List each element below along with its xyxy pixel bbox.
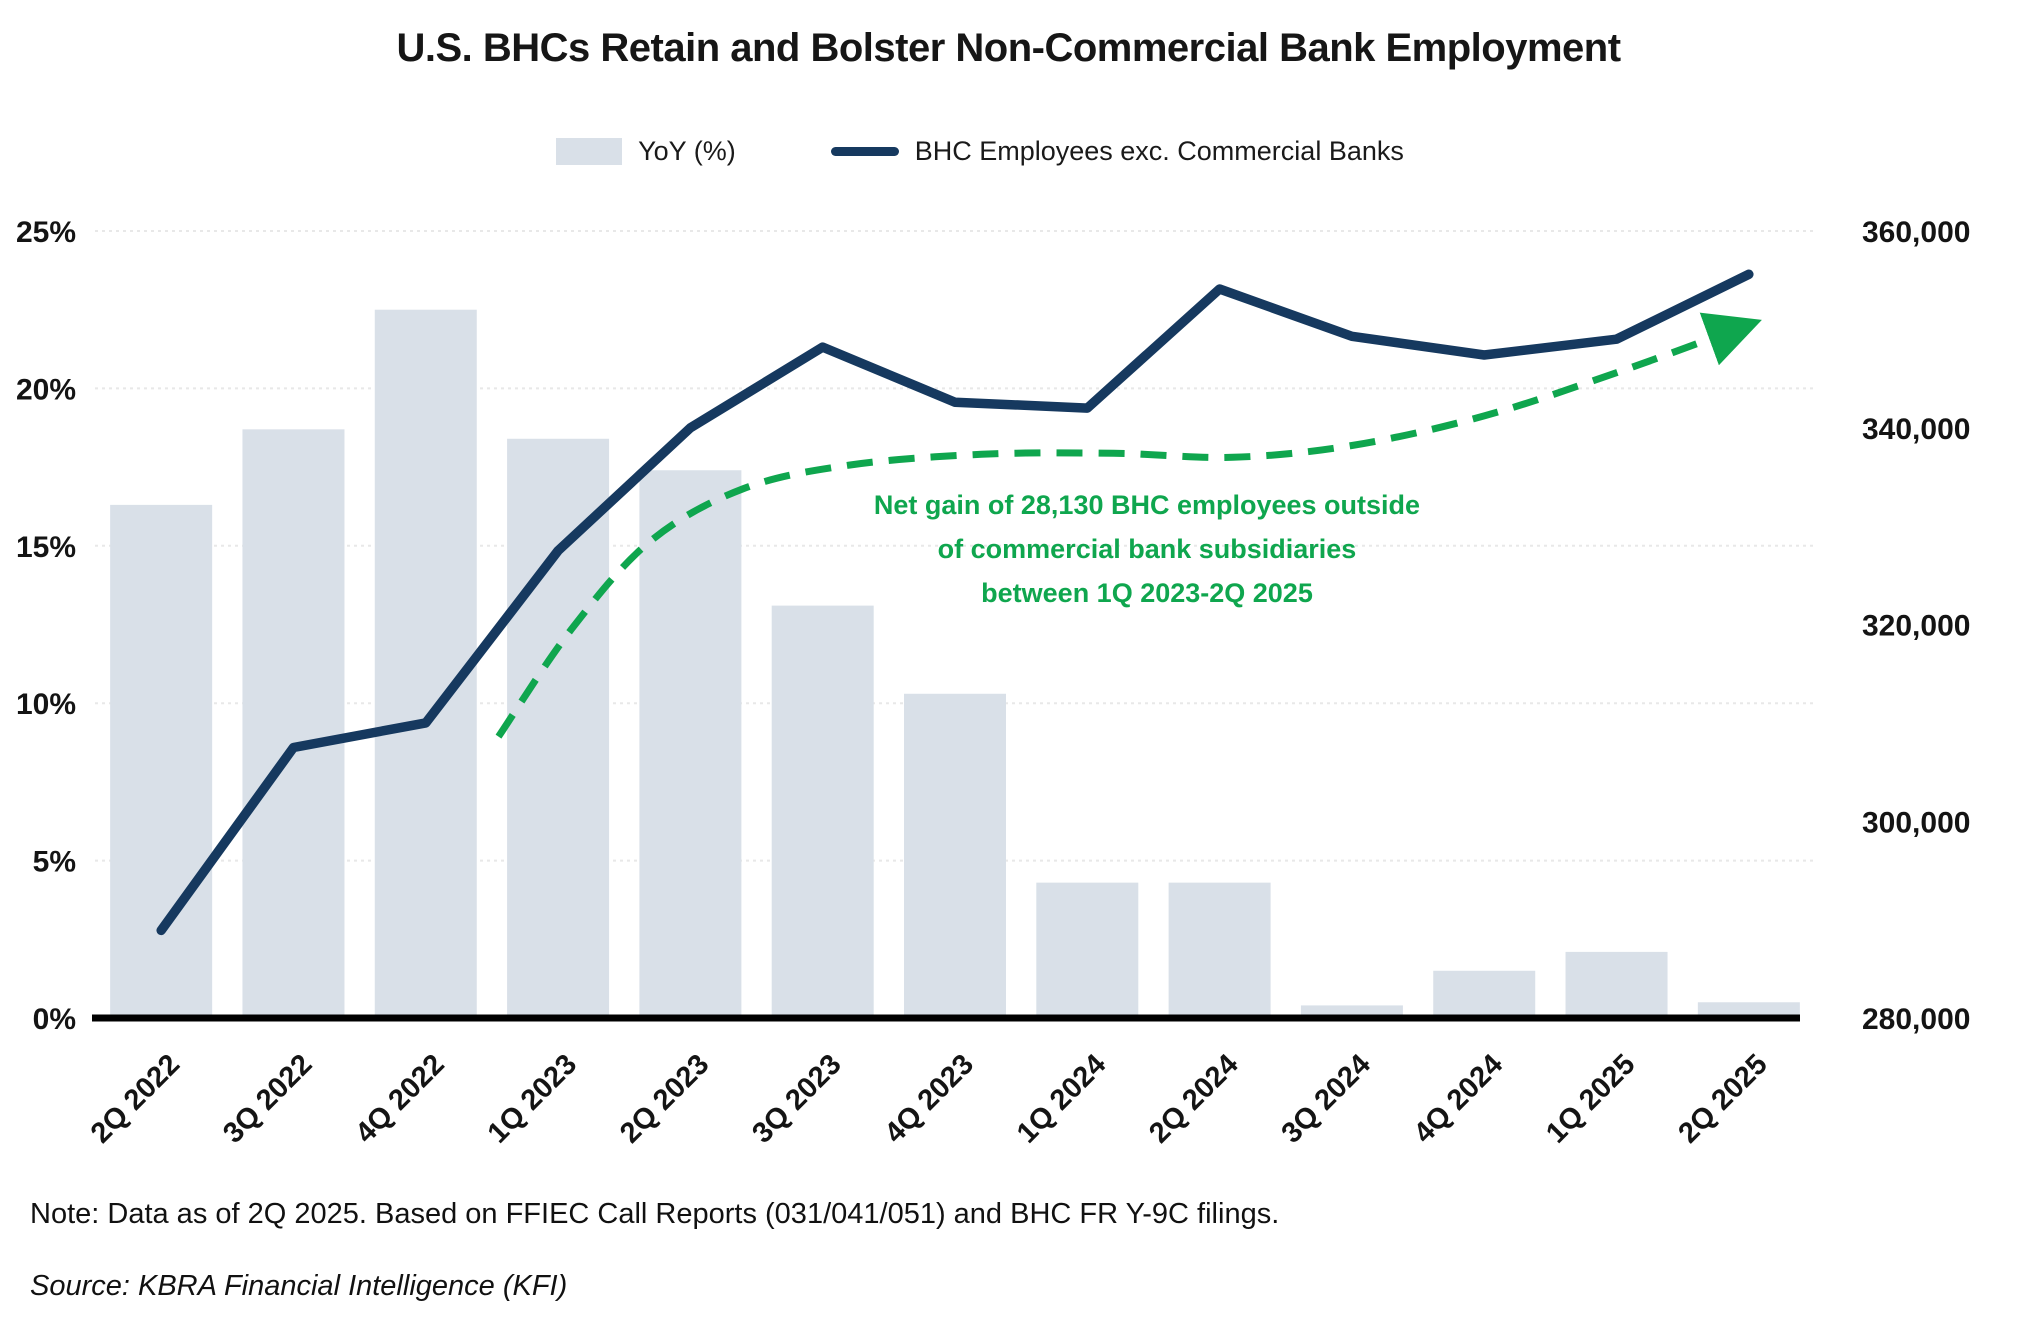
- bar-2q-2024: [1168, 882, 1271, 1018]
- legend-bar-swatch-icon: [556, 138, 623, 165]
- left-axis-tick: 5%: [33, 846, 76, 879]
- bar-2q-2023: [639, 470, 742, 1018]
- left-axis-tick: 20%: [16, 373, 76, 406]
- legend-label-bhc-employees: BHC Employees exc. Commercial Banks: [914, 136, 1404, 166]
- x-axis-label: 1Q 2024: [1011, 1048, 1112, 1149]
- x-axis-label: 4Q 2024: [1408, 1048, 1509, 1149]
- bar-3q-2023: [771, 605, 874, 1018]
- right-axis-tick: 300,000: [1862, 806, 1970, 839]
- annotation-line-1: Net gain of 28,130 BHC employees outside: [873, 490, 1421, 520]
- x-axis-label: 3Q 2023: [746, 1048, 847, 1149]
- right-axis-tick: 280,000: [1862, 1003, 1970, 1036]
- bar-4q-2023: [904, 693, 1006, 1018]
- net-gain-annotation: Net gain of 28,130 BHC employees outside…: [847, 483, 1447, 615]
- bar-1q-2023: [507, 438, 610, 1018]
- bar-4q-2024: [1433, 970, 1536, 1018]
- bar-4q-2022: [374, 309, 477, 1018]
- source-text: Source: KBRA Financial Intelligence (KFI…: [30, 1270, 568, 1302]
- x-axis-label: 2Q 2025: [1672, 1048, 1773, 1149]
- legend-label-yoy: YoY (%): [638, 136, 736, 166]
- x-axis-label: 2Q 2024: [1143, 1048, 1244, 1149]
- bar-2q-2022: [110, 504, 213, 1019]
- x-axis-label: 3Q 2022: [217, 1048, 318, 1149]
- left-axis-tick: 10%: [16, 688, 76, 721]
- x-axis-label: 2Q 2023: [614, 1048, 715, 1149]
- x-axis-label: 2Q 2022: [85, 1048, 186, 1149]
- note-text: Note: Data as of 2Q 2025. Based on FFIEC…: [30, 1198, 1280, 1230]
- bhc-employees-line: [156, 269, 1754, 936]
- left-axis-tick: 0%: [33, 1003, 76, 1036]
- annotation-line-3: between 1Q 2023-2Q 2025: [981, 578, 1313, 608]
- right-axis-tick: 340,000: [1862, 413, 1970, 446]
- x-axis-label: 1Q 2023: [482, 1048, 583, 1149]
- left-axis-tick: 25%: [16, 216, 76, 249]
- bar-1q-2024: [1036, 882, 1139, 1018]
- legend: YoY (%) BHC Employees exc. Commercial Ba…: [0, 136, 1960, 167]
- legend-item-yoy: YoY (%): [556, 136, 736, 167]
- chart-title: U.S. BHCs Retain and Bolster Non-Commerc…: [396, 26, 1621, 70]
- bar-3q-2022: [242, 429, 345, 1019]
- annotation-line-2: of commercial bank subsidiaries: [937, 534, 1357, 564]
- legend-item-bhc-employees: BHC Employees exc. Commercial Banks: [830, 136, 1404, 167]
- right-axis-tick: 320,000: [1862, 610, 1970, 643]
- x-axis-label: 1Q 2025: [1540, 1048, 1641, 1149]
- legend-line-swatch-icon: [830, 147, 899, 156]
- x-axis-label: 3Q 2024: [1276, 1048, 1377, 1149]
- x-axis-label: 4Q 2022: [349, 1048, 450, 1149]
- bar-2q-2025: [1697, 1002, 1800, 1018]
- left-axis-tick: 15%: [16, 531, 76, 564]
- right-axis-tick: 360,000: [1862, 216, 1970, 249]
- x-axis-label: 4Q 2023: [879, 1048, 980, 1149]
- bar-1q-2025: [1565, 951, 1668, 1018]
